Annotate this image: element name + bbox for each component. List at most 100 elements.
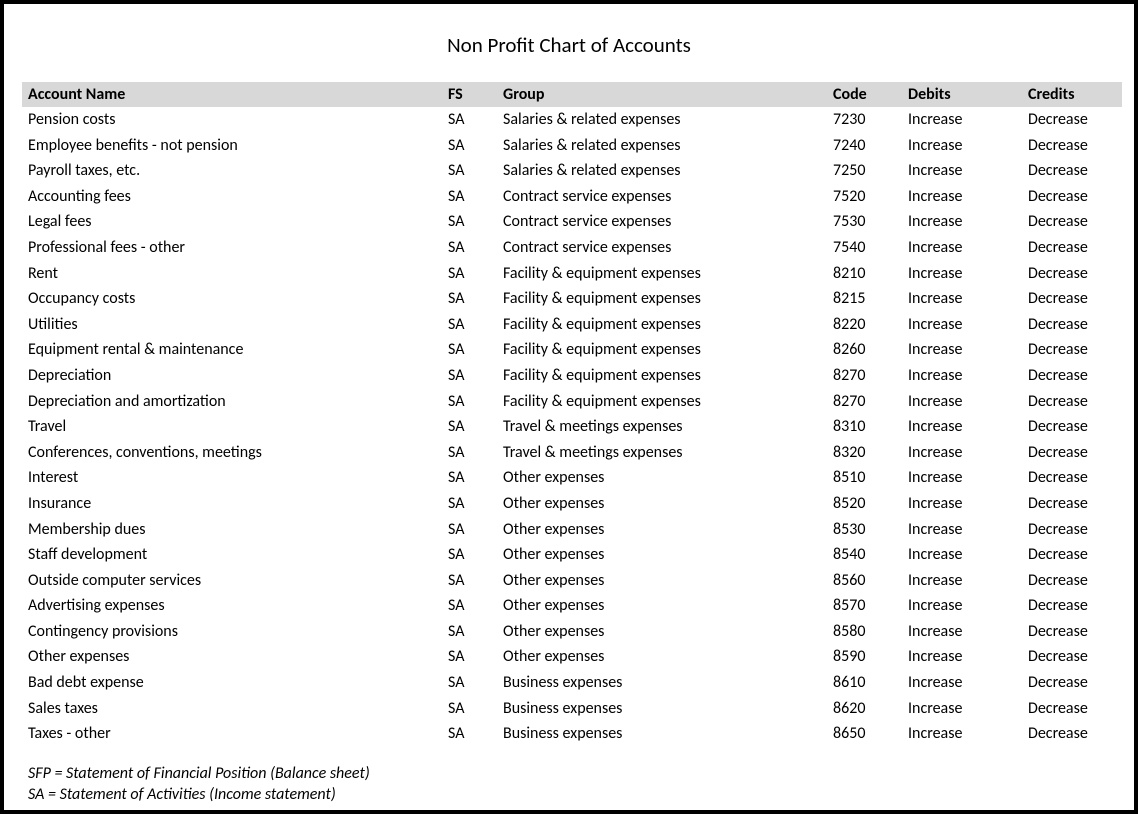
table-cell: SA bbox=[442, 261, 497, 287]
table-cell: Increase bbox=[902, 721, 1022, 747]
col-header-credits: Credits bbox=[1022, 82, 1122, 107]
table-row: UtilitiesSAFacility & equipment expenses… bbox=[22, 312, 1122, 338]
col-header-debits: Debits bbox=[902, 82, 1022, 107]
table-cell: Increase bbox=[902, 389, 1022, 415]
table-cell: SA bbox=[442, 133, 497, 159]
table-cell: Decrease bbox=[1022, 721, 1122, 747]
table-cell: 8580 bbox=[827, 619, 902, 645]
table-cell: Decrease bbox=[1022, 440, 1122, 466]
table-cell: SA bbox=[442, 209, 497, 235]
table-cell: Increase bbox=[902, 107, 1022, 133]
table-cell: SA bbox=[442, 235, 497, 261]
table-cell: 7530 bbox=[827, 209, 902, 235]
table-row: Depreciation and amortizationSAFacility … bbox=[22, 389, 1122, 415]
table-cell: Business expenses bbox=[497, 696, 827, 722]
table-cell: Bad debt expense bbox=[22, 670, 442, 696]
table-cell: Increase bbox=[902, 696, 1022, 722]
table-cell: Decrease bbox=[1022, 363, 1122, 389]
table-cell: Increase bbox=[902, 184, 1022, 210]
table-cell: SA bbox=[442, 517, 497, 543]
table-cell: SA bbox=[442, 184, 497, 210]
table-cell: SA bbox=[442, 107, 497, 133]
table-cell: Facility & equipment expenses bbox=[497, 363, 827, 389]
table-cell: SA bbox=[442, 286, 497, 312]
table-header-row: Account Name FS Group Code Debits Credit… bbox=[22, 82, 1122, 107]
table-cell: SA bbox=[442, 465, 497, 491]
table-cell: Interest bbox=[22, 465, 442, 491]
table-row: InsuranceSAOther expenses8520IncreaseDec… bbox=[22, 491, 1122, 517]
table-cell: SA bbox=[442, 440, 497, 466]
table-row: Taxes - otherSABusiness expenses8650Incr… bbox=[22, 721, 1122, 747]
table-cell: Conferences, conventions, meetings bbox=[22, 440, 442, 466]
legend-line-sfp: SFP = Statement of Financial Position (B… bbox=[28, 763, 1116, 785]
table-cell: 7240 bbox=[827, 133, 902, 159]
table-cell: 8610 bbox=[827, 670, 902, 696]
table-cell: 8620 bbox=[827, 696, 902, 722]
table-cell: Increase bbox=[902, 644, 1022, 670]
table-cell: Rent bbox=[22, 261, 442, 287]
table-cell: Utilities bbox=[22, 312, 442, 338]
table-cell: SA bbox=[442, 696, 497, 722]
table-cell: Decrease bbox=[1022, 209, 1122, 235]
table-cell: Contract service expenses bbox=[497, 209, 827, 235]
table-cell: Decrease bbox=[1022, 414, 1122, 440]
table-cell: SA bbox=[442, 491, 497, 517]
table-row: RentSAFacility & equipment expenses8210I… bbox=[22, 261, 1122, 287]
table-cell: 8220 bbox=[827, 312, 902, 338]
table-cell: 7230 bbox=[827, 107, 902, 133]
table-cell: Facility & equipment expenses bbox=[497, 286, 827, 312]
table-row: TravelSATravel & meetings expenses8310In… bbox=[22, 414, 1122, 440]
table-cell: Other expenses bbox=[497, 491, 827, 517]
col-header-account-name: Account Name bbox=[22, 82, 442, 107]
table-cell: Decrease bbox=[1022, 286, 1122, 312]
table-cell: Employee benefits - not pension bbox=[22, 133, 442, 159]
table-row: Advertising expensesSAOther expenses8570… bbox=[22, 593, 1122, 619]
page-frame: Non Profit Chart of Accounts Account Nam… bbox=[0, 0, 1138, 814]
table-row: Occupancy costsSAFacility & equipment ex… bbox=[22, 286, 1122, 312]
table-cell: Decrease bbox=[1022, 696, 1122, 722]
table-cell: Increase bbox=[902, 261, 1022, 287]
table-cell: Increase bbox=[902, 337, 1022, 363]
table-cell: 8260 bbox=[827, 337, 902, 363]
table-cell: Membership dues bbox=[22, 517, 442, 543]
table-cell: Salaries & related expenses bbox=[497, 158, 827, 184]
table-cell: Taxes - other bbox=[22, 721, 442, 747]
table-cell: Decrease bbox=[1022, 261, 1122, 287]
table-cell: Increase bbox=[902, 440, 1022, 466]
table-cell: SA bbox=[442, 158, 497, 184]
table-cell: Staff development bbox=[22, 542, 442, 568]
table-cell: Depreciation bbox=[22, 363, 442, 389]
table-cell: Business expenses bbox=[497, 670, 827, 696]
table-cell: SA bbox=[442, 619, 497, 645]
table-cell: Payroll taxes, etc. bbox=[22, 158, 442, 184]
table-cell: 8510 bbox=[827, 465, 902, 491]
table-row: Equipment rental & maintenanceSAFacility… bbox=[22, 337, 1122, 363]
table-cell: Travel & meetings expenses bbox=[497, 414, 827, 440]
table-cell: Increase bbox=[902, 670, 1022, 696]
table-cell: Pension costs bbox=[22, 107, 442, 133]
col-header-group: Group bbox=[497, 82, 827, 107]
table-cell: Depreciation and amortization bbox=[22, 389, 442, 415]
accounts-table: Account Name FS Group Code Debits Credit… bbox=[22, 82, 1122, 747]
table-cell: Decrease bbox=[1022, 235, 1122, 261]
table-cell: 8530 bbox=[827, 517, 902, 543]
table-cell: SA bbox=[442, 414, 497, 440]
table-cell: Decrease bbox=[1022, 465, 1122, 491]
table-cell: 8560 bbox=[827, 568, 902, 594]
table-cell: SA bbox=[442, 721, 497, 747]
table-cell: 8570 bbox=[827, 593, 902, 619]
table-cell: Increase bbox=[902, 235, 1022, 261]
table-cell: Contingency provisions bbox=[22, 619, 442, 645]
table-cell: Decrease bbox=[1022, 312, 1122, 338]
table-cell: Increase bbox=[902, 542, 1022, 568]
table-cell: Travel bbox=[22, 414, 442, 440]
table-cell: Salaries & related expenses bbox=[497, 133, 827, 159]
table-cell: Increase bbox=[902, 312, 1022, 338]
table-cell: Increase bbox=[902, 619, 1022, 645]
table-cell: Increase bbox=[902, 133, 1022, 159]
table-cell: Decrease bbox=[1022, 133, 1122, 159]
table-cell: Decrease bbox=[1022, 491, 1122, 517]
table-cell: 8270 bbox=[827, 363, 902, 389]
table-cell: Decrease bbox=[1022, 542, 1122, 568]
table-cell: 7250 bbox=[827, 158, 902, 184]
